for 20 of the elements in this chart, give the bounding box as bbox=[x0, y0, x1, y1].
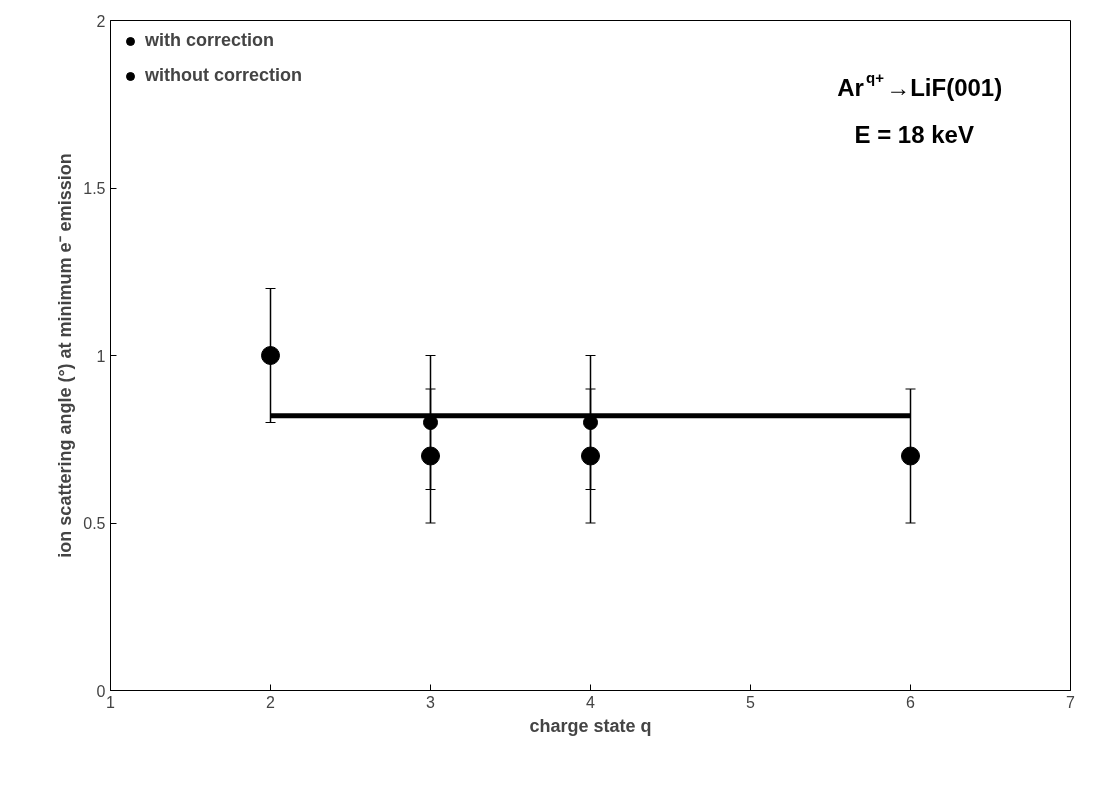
point bbox=[581, 446, 600, 466]
y-tick-label: 2 bbox=[96, 12, 106, 30]
x-tick-label: 4 bbox=[586, 693, 596, 711]
x-tick-label: 5 bbox=[746, 693, 756, 711]
point bbox=[421, 446, 440, 466]
x-tick-label: 7 bbox=[1066, 693, 1076, 711]
y-tick-label: 1 bbox=[96, 347, 106, 365]
legend-label: without correction bbox=[145, 65, 302, 86]
y-tick-label: 0.5 bbox=[83, 515, 106, 532]
y-tick-label: 0 bbox=[96, 682, 106, 700]
point bbox=[901, 446, 920, 466]
y-axis-title: ion scattering angle (°) at minimum e⁻ emission bbox=[55, 153, 76, 558]
legend-label: with correction bbox=[145, 30, 275, 51]
x-tick-label: 3 bbox=[426, 693, 436, 711]
point bbox=[261, 346, 280, 365]
annotation: E = 18 keV bbox=[854, 120, 974, 148]
y-tick-label: 1.5 bbox=[83, 180, 106, 197]
x-axis-title: charge state q bbox=[529, 715, 652, 736]
x-tick-label: 2 bbox=[266, 693, 276, 711]
x-tick-label: 6 bbox=[906, 693, 916, 711]
